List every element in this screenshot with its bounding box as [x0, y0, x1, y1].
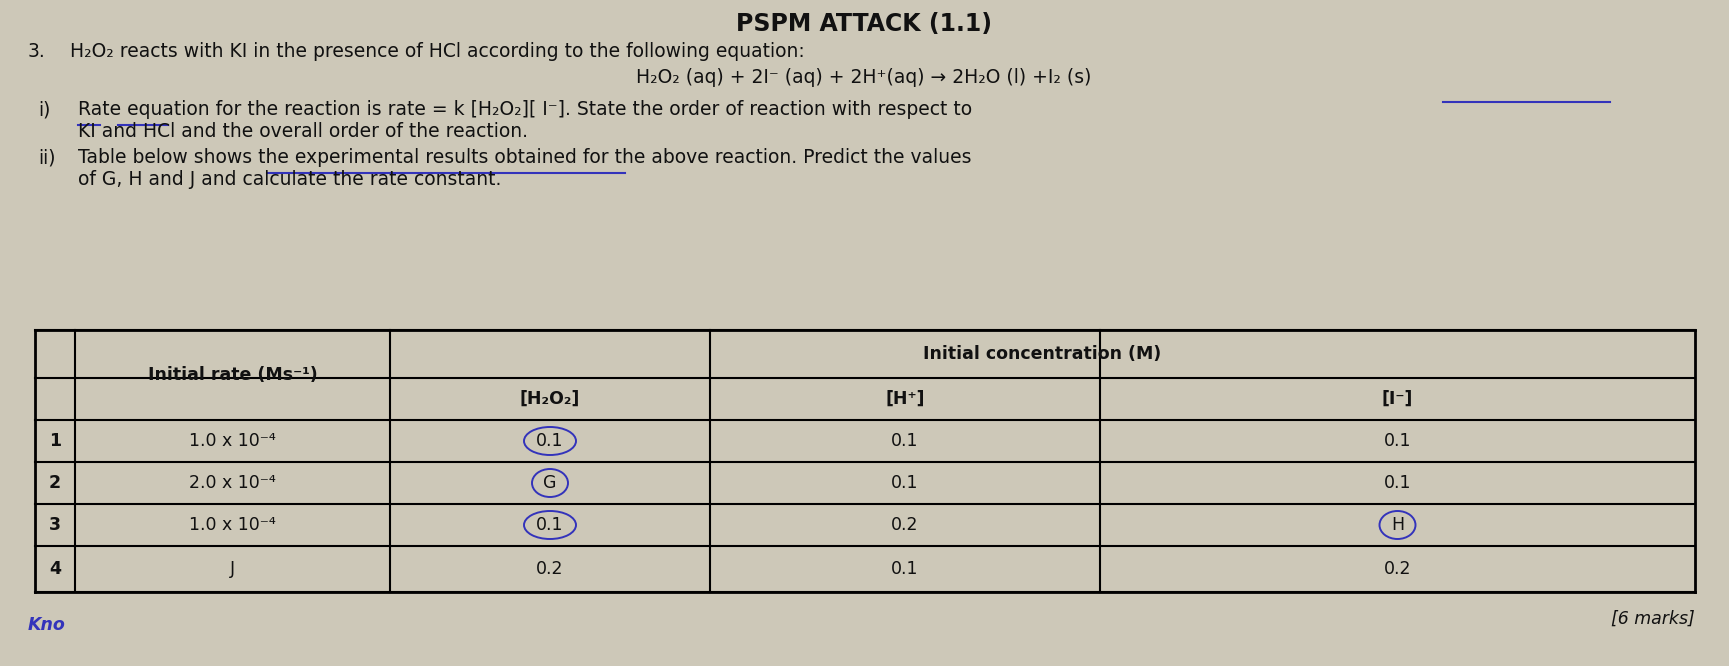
Text: ii): ii)	[38, 148, 55, 167]
Text: i): i)	[38, 100, 50, 119]
Text: 1: 1	[48, 432, 61, 450]
Text: 0.2: 0.2	[890, 516, 918, 534]
Text: Initial concentration (M): Initial concentration (M)	[923, 345, 1162, 363]
Text: H: H	[1390, 516, 1404, 534]
Text: 0.1: 0.1	[890, 432, 918, 450]
Text: 0.1: 0.1	[890, 560, 918, 578]
Text: J: J	[230, 560, 235, 578]
Text: Initial rate (Ms⁻¹): Initial rate (Ms⁻¹)	[147, 366, 318, 384]
Text: 2: 2	[48, 474, 61, 492]
Text: 2.0 x 10⁻⁴: 2.0 x 10⁻⁴	[188, 474, 277, 492]
Text: 4: 4	[48, 560, 61, 578]
Text: 0.1: 0.1	[1383, 474, 1411, 492]
Text: of G, H and J and calculate the rate constant.: of G, H and J and calculate the rate con…	[78, 170, 501, 189]
Text: PSPM ATTACK (1.1): PSPM ATTACK (1.1)	[737, 12, 992, 36]
Text: G: G	[543, 474, 557, 492]
Text: 1.0 x 10⁻⁴: 1.0 x 10⁻⁴	[188, 516, 277, 534]
Text: Table below shows the experimental results obtained for the above reaction. Pred: Table below shows the experimental resul…	[78, 148, 972, 167]
Text: 0.1: 0.1	[536, 432, 564, 450]
Text: 0.1: 0.1	[536, 516, 564, 534]
Text: Kno: Kno	[28, 616, 66, 634]
Text: 1.0 x 10⁻⁴: 1.0 x 10⁻⁴	[188, 432, 277, 450]
Text: 0.2: 0.2	[1383, 560, 1411, 578]
Text: 3.: 3.	[28, 42, 45, 61]
Text: [6 marks]: [6 marks]	[1611, 610, 1694, 628]
Text: 3: 3	[48, 516, 61, 534]
Text: H₂O₂ reacts with KI in the presence of HCl according to the following equation:: H₂O₂ reacts with KI in the presence of H…	[69, 42, 804, 61]
Text: [H₂O₂]: [H₂O₂]	[520, 390, 581, 408]
Text: [I⁻]: [I⁻]	[1381, 390, 1413, 408]
Text: 0.1: 0.1	[890, 474, 918, 492]
Text: KI and HCl and the overall order of the reaction.: KI and HCl and the overall order of the …	[78, 122, 527, 141]
Text: 0.1: 0.1	[1383, 432, 1411, 450]
Text: [H⁺]: [H⁺]	[885, 390, 925, 408]
Text: H₂O₂ (aq) + 2I⁻ (aq) + 2H⁺(aq) → 2H₂O (l) +I₂ (s): H₂O₂ (aq) + 2I⁻ (aq) + 2H⁺(aq) → 2H₂O (l…	[636, 68, 1091, 87]
Text: 0.2: 0.2	[536, 560, 564, 578]
Text: Rate equation for the reaction is rate = k [H₂O₂][ I⁻]. State the order of react: Rate equation for the reaction is rate =…	[78, 100, 972, 119]
